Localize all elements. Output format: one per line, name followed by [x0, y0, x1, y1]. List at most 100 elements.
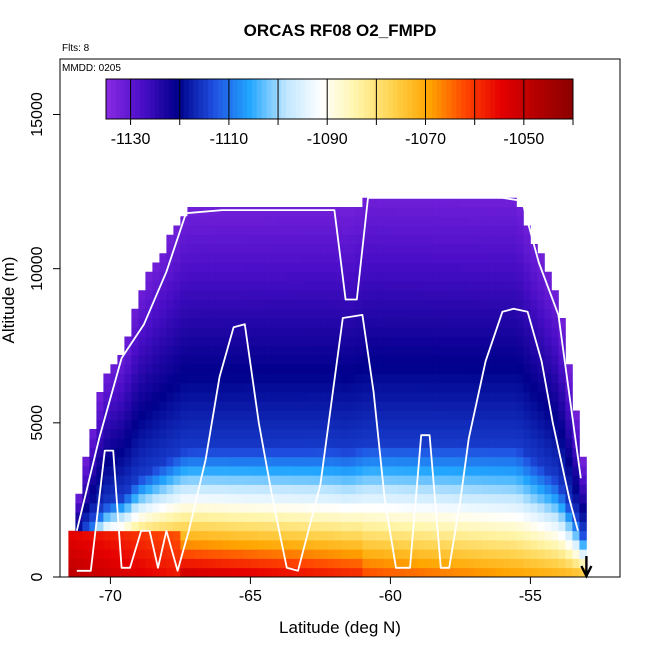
heatmap-cell [173, 466, 181, 476]
heatmap-cell [341, 373, 349, 384]
heatmap-cell [467, 456, 475, 467]
heatmap-cell [474, 521, 482, 532]
heatmap-cell [369, 410, 377, 421]
heatmap-cell [264, 530, 272, 541]
heatmap-cell [453, 484, 461, 495]
heatmap-cell [145, 364, 153, 374]
heatmap-cell [103, 410, 111, 421]
heatmap-cell [474, 475, 482, 485]
colorbar-swatch [320, 79, 326, 119]
heatmap-cell [278, 327, 286, 337]
heatmap-cell [117, 447, 125, 458]
heatmap-cell [502, 225, 510, 236]
heatmap-cell [488, 290, 496, 300]
heatmap-cell [404, 503, 412, 513]
heatmap-cell [432, 281, 440, 291]
heatmap-cell [159, 503, 167, 513]
heatmap-cell [446, 308, 454, 319]
heatmap-cell [173, 382, 181, 393]
heatmap-cell [96, 521, 104, 532]
heatmap-cell [222, 540, 230, 550]
heatmap-cell [236, 318, 244, 328]
heatmap-cell [474, 456, 482, 467]
heatmap-cell [96, 456, 104, 467]
heatmap-cell [159, 419, 167, 430]
heatmap-cell [404, 392, 412, 402]
heatmap-cell [369, 419, 377, 430]
heatmap-cell [152, 447, 160, 458]
heatmap-cell [348, 355, 356, 365]
heatmap-cell [131, 456, 139, 467]
heatmap-cell [257, 271, 265, 282]
heatmap-cell [376, 262, 384, 273]
heatmap-cell [495, 512, 503, 522]
heatmap-cell [460, 355, 468, 365]
heatmap-cell [530, 308, 538, 319]
heatmap-cell [243, 373, 251, 384]
heatmap-cell [390, 429, 398, 439]
heatmap-cell [229, 262, 237, 273]
heatmap-cell [124, 466, 132, 476]
heatmap-cell [138, 299, 146, 310]
heatmap-cell [516, 290, 524, 300]
heatmap-cell [159, 401, 167, 411]
colorbar-swatch [266, 79, 272, 119]
heatmap-cell [355, 410, 363, 421]
heatmap-cell [320, 493, 328, 504]
heatmap-cell [397, 253, 405, 263]
heatmap-cell [404, 558, 412, 569]
heatmap-cell [82, 567, 90, 578]
heatmap-cell [215, 484, 223, 495]
heatmap-cell [208, 558, 216, 569]
heatmap-cell [488, 373, 496, 384]
heatmap-cell [530, 364, 538, 374]
heatmap-cell [75, 558, 83, 569]
heatmap-cell [341, 308, 349, 319]
heatmap-cell [313, 244, 321, 254]
heatmap-cell [222, 308, 230, 319]
heatmap-cell [439, 503, 447, 513]
heatmap-cell [173, 327, 181, 337]
heatmap-cell [474, 493, 482, 504]
heatmap-cell [530, 401, 538, 411]
heatmap-cell [558, 447, 566, 458]
heatmap-cell [397, 466, 405, 476]
heatmap-cell [138, 503, 146, 513]
heatmap-cell [299, 234, 307, 245]
heatmap-cell [243, 271, 251, 282]
heatmap-cell [397, 299, 405, 310]
heatmap-cell [243, 392, 251, 402]
heatmap-cell [348, 318, 356, 328]
heatmap-cell [285, 503, 293, 513]
heatmap-cell [292, 225, 300, 236]
heatmap-cell [341, 336, 349, 347]
colorbar-swatch [529, 79, 535, 119]
heatmap-cell [439, 484, 447, 495]
heatmap-cell [278, 392, 286, 402]
heatmap-cell [145, 410, 153, 421]
heatmap-cell [187, 327, 195, 337]
heatmap-cell [222, 447, 230, 458]
heatmap-cell [411, 429, 419, 439]
heatmap-cell [474, 216, 482, 226]
heatmap-cell [537, 401, 545, 411]
heatmap-cell [327, 503, 335, 513]
heatmap-cell [313, 355, 321, 365]
heatmap-cell [572, 466, 580, 476]
heatmap-cell [341, 345, 349, 356]
heatmap-cell [334, 207, 342, 217]
heatmap-cell [320, 558, 328, 569]
heatmap-cell [579, 456, 587, 467]
heatmap-cell [327, 456, 335, 467]
heatmap-cell [313, 419, 321, 430]
heatmap-cell [537, 271, 545, 282]
heatmap-cell [460, 216, 468, 226]
heatmap-cell [152, 503, 160, 513]
heatmap-cell [460, 410, 468, 421]
heatmap-cell [222, 512, 230, 522]
heatmap-cell [222, 503, 230, 513]
heatmap-cell [558, 401, 566, 411]
heatmap-cell [306, 345, 314, 356]
heatmap-cell [145, 466, 153, 476]
heatmap-cell [299, 493, 307, 504]
